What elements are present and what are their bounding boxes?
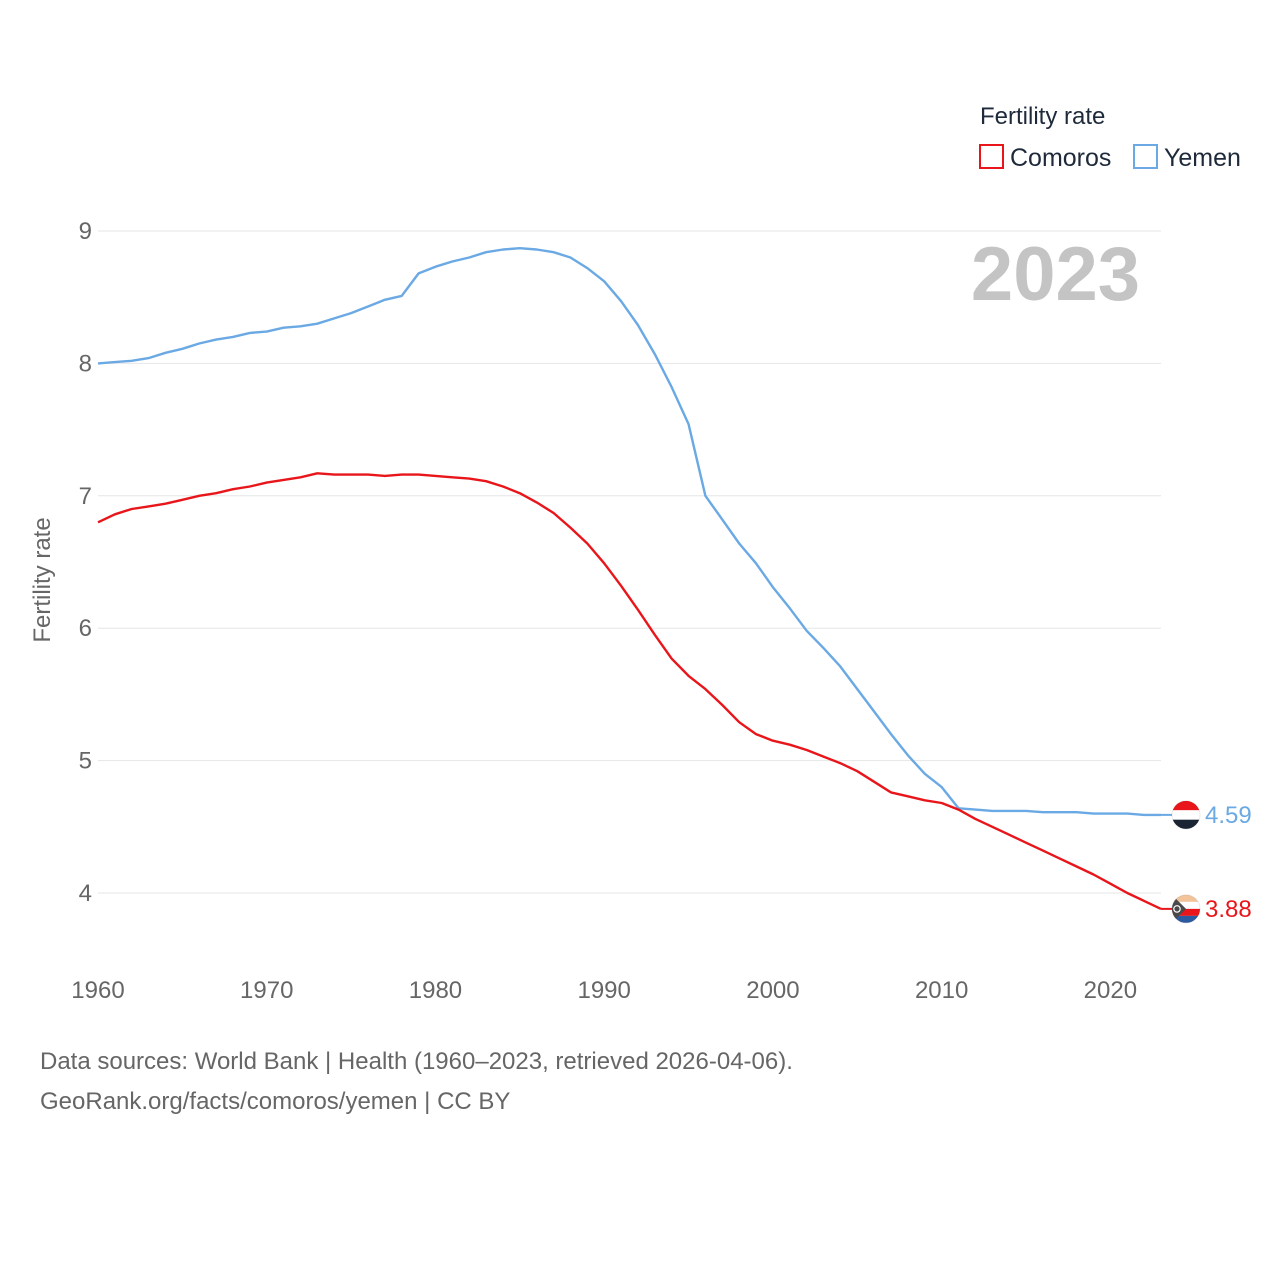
series-end-markers: 4.59 3.88	[1161, 800, 1252, 924]
attribution-link[interactable]: GeoRank.org/facts/comoros/yemen | CC BY	[40, 1088, 511, 1115]
legend-title: Fertility rate	[980, 103, 1105, 130]
x-tick-label: 2000	[746, 977, 799, 1004]
legend-swatch-yemen[interactable]	[1133, 144, 1158, 169]
data-sources-text: Data sources: World Bank | Health (1960–…	[40, 1048, 793, 1075]
series-line-yemen[interactable]	[97, 246, 1161, 817]
legend-label-comoros[interactable]: Comoros	[1010, 144, 1111, 172]
x-tick-label: 1980	[409, 977, 462, 1004]
end-value-label-yemen: 4.59	[1205, 802, 1252, 829]
x-axis-ticks: 1960 1970 1980 1990 2000 2010 2020	[71, 977, 1137, 1004]
flag-icon-yemen	[1171, 800, 1201, 830]
y-tick-label: 4	[79, 880, 92, 907]
x-tick-label: 2020	[1084, 977, 1137, 1004]
current-year-label: 2023	[971, 232, 1140, 317]
y-tick-label: 6	[79, 615, 92, 642]
y-tick-label: 8	[79, 350, 92, 377]
y-axis-ticks: 4 5 6 7 8 9	[79, 218, 92, 907]
end-value-label-comoros: 3.88	[1205, 896, 1252, 923]
legend: Fertility rate Comoros Yemen	[979, 103, 1241, 172]
legend-label-yemen[interactable]: Yemen	[1164, 144, 1241, 172]
x-tick-label: 2010	[915, 977, 968, 1004]
series-lines	[97, 246, 1162, 910]
legend-swatch-comoros[interactable]	[979, 144, 1004, 169]
y-tick-label: 5	[79, 748, 92, 775]
gridlines	[98, 230, 1161, 894]
x-tick-label: 1970	[240, 977, 293, 1004]
x-tick-label: 1960	[71, 977, 124, 1004]
y-tick-label: 9	[79, 218, 92, 245]
flag-icon-comoros	[1171, 894, 1201, 924]
y-axis-title: Fertility rate	[29, 517, 56, 642]
y-tick-label: 7	[79, 483, 92, 510]
x-tick-label: 1990	[577, 977, 630, 1004]
fertility-rate-chart: 4 5 6 7 8 9 1960 1970 1980 1990 2000 2010 2020 Fert…	[29, 103, 1252, 1004]
footer: Data sources: World Bank | Health (1960–…	[40, 1042, 793, 1122]
series-line-comoros[interactable]	[97, 472, 1162, 910]
